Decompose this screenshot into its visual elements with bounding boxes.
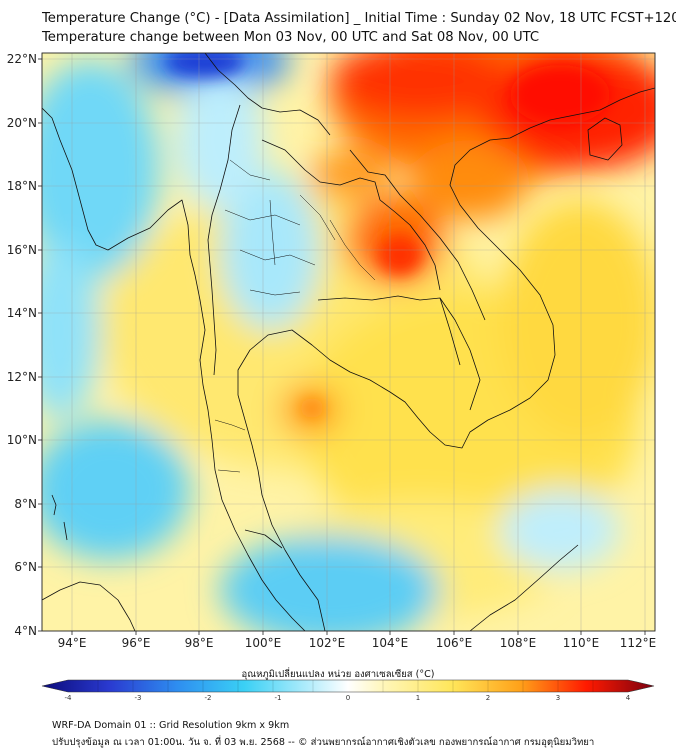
colorbar-ticks: -4 -3 -2 -1 0 1 2 3 4 xyxy=(65,694,631,702)
colorbar-tick: 0 xyxy=(346,694,350,702)
lon-label: 110°E xyxy=(563,636,600,650)
colorbar-tick: -3 xyxy=(135,694,142,702)
colorbar-tick: 4 xyxy=(626,694,631,702)
lat-label: 10°N xyxy=(7,433,37,447)
coastline-hainan xyxy=(587,117,623,161)
colorbar: -4 -3 -2 -1 0 1 2 3 4 xyxy=(41,679,655,702)
border-myanmar-thailand xyxy=(207,104,241,376)
border-cambodia-vietnam xyxy=(439,297,481,411)
coastline-gulf xyxy=(237,87,655,631)
colorbar-tick: 2 xyxy=(486,694,490,702)
lat-label: 4°N xyxy=(14,624,37,638)
lat-label: 20°N xyxy=(7,116,37,130)
temperature-field xyxy=(42,53,655,631)
lon-label: 112°E xyxy=(620,636,657,650)
lon-label: 102°E xyxy=(309,636,346,650)
coastline-west xyxy=(42,107,306,631)
lat-label: 22°N xyxy=(7,52,37,66)
border-thailand-laos xyxy=(261,139,441,291)
colorbar-tick: -1 xyxy=(275,694,282,702)
coastlines-borders xyxy=(42,53,655,631)
colorbar-ramp xyxy=(41,679,655,693)
lon-label: 100°E xyxy=(245,636,282,650)
border-laos-vietnam xyxy=(349,149,486,321)
lon-label: 94°E xyxy=(58,636,87,650)
border-thailand-cambodia xyxy=(317,295,461,366)
lon-label: 108°E xyxy=(500,636,537,650)
lat-label: 8°N xyxy=(14,497,37,511)
footer-domain-info: WRF-DA Domain 01 :: Grid Resolution 9km … xyxy=(52,720,290,731)
colorbar-tick: -4 xyxy=(65,694,73,702)
lat-label: 16°N xyxy=(7,243,37,257)
lat-label: 6°N xyxy=(14,560,37,574)
coastline-borneo xyxy=(469,544,579,631)
colorbar-tick: -2 xyxy=(205,694,212,702)
coastline-sumatra xyxy=(42,581,136,631)
border-myanmar-china xyxy=(204,53,331,136)
lat-label: 14°N xyxy=(7,306,37,320)
border-thailand-malaysia xyxy=(244,529,283,549)
latitude-labels: 22°N 20°N 18°N 16°N 14°N 12°N 10°N 8°N 6… xyxy=(7,52,37,638)
map-frame xyxy=(41,52,656,632)
lon-label: 104°E xyxy=(372,636,409,650)
lon-label: 96°E xyxy=(122,636,151,650)
lat-label: 18°N xyxy=(7,179,37,193)
colorbar-tick: 1 xyxy=(416,694,420,702)
tick-marks xyxy=(38,58,646,635)
colorbar-segments xyxy=(97,680,594,692)
lat-label: 12°N xyxy=(7,370,37,384)
footer-credit: ปรับปรุงข้อมูล ณ เวลา 01:00น. วัน จ. ที่… xyxy=(52,737,595,748)
longitude-labels: 94°E 96°E 98°E 100°E 102°E 104°E 106°E 1… xyxy=(58,636,657,650)
colorbar-tick: 3 xyxy=(556,694,560,702)
lon-label: 106°E xyxy=(436,636,473,650)
lon-label: 98°E xyxy=(185,636,214,650)
map-subtitle: Temperature change between Mon 03 Nov, 0… xyxy=(42,30,540,45)
map-title: Temperature Change (°C) - [Data Assimila… xyxy=(42,11,676,26)
colorbar-title: อุณหภูมิเปลี่ยนแปลง หน่วย องศาเซลเซียส (… xyxy=(241,669,435,680)
